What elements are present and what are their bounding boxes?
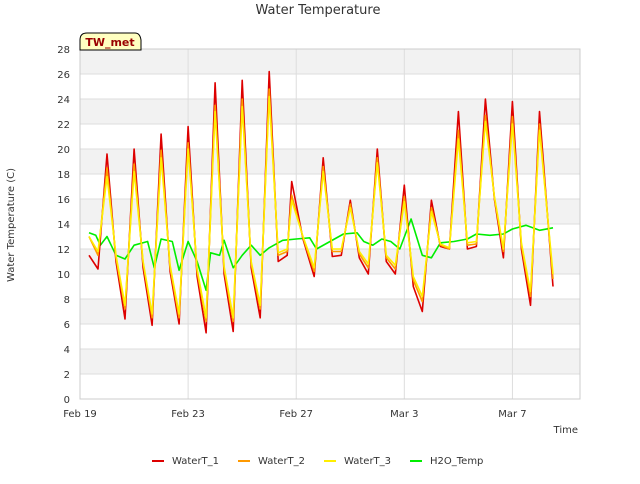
y-tick-label: 8 [64, 295, 70, 306]
plot-band [80, 149, 580, 174]
y-tick-label: 24 [57, 95, 70, 106]
y-tick-label: 18 [57, 170, 70, 181]
series-lines [88, 70, 554, 334]
plot-band [80, 274, 580, 299]
x-tick-label: Mar 7 [498, 409, 526, 420]
plot-frame [79, 48, 581, 400]
x-axis-label: Time [553, 425, 578, 436]
plot-band [80, 299, 580, 324]
x-tick-label: Feb 27 [279, 409, 313, 420]
x-tick-label: Feb 23 [171, 409, 205, 420]
y-tick-label: 28 [57, 45, 70, 56]
series-line-h2o-temp [88, 218, 554, 292]
plot-band [80, 174, 580, 199]
legend-label: H2O_Temp [430, 456, 483, 467]
plot-band [80, 124, 580, 149]
y-tick-label: 2 [64, 370, 70, 381]
legend-label: WaterT_1 [172, 456, 219, 467]
plot-band [80, 349, 580, 374]
y-tick-label: 22 [57, 120, 70, 131]
plot-band [80, 249, 580, 274]
series-line-watert-3 [88, 95, 554, 319]
y-tick-label: 6 [64, 320, 70, 331]
legend-label: WaterT_3 [344, 456, 391, 467]
x-tick-label: Mar 3 [390, 409, 418, 420]
plot-band [80, 74, 580, 99]
y-tick-label: 26 [57, 70, 70, 81]
plot-band [80, 49, 580, 74]
legend-label: WaterT_2 [258, 456, 305, 467]
y-axis-label: Water Temperature (C) [6, 168, 17, 282]
y-tick-label: 10 [57, 270, 70, 281]
x-tick-label: Feb 19 [63, 409, 97, 420]
plot-band [80, 374, 580, 399]
plot-band [80, 324, 580, 349]
chart-title: Water Temperature [256, 3, 381, 18]
legend: WaterT_1 WaterT_2 WaterT_3 H2O_Temp [152, 456, 483, 467]
y-tick-label: 4 [64, 345, 70, 356]
y-tick-label: 12 [57, 245, 70, 256]
plot-band [80, 99, 580, 124]
y-tick-label: 14 [57, 220, 70, 231]
y-tick-label: 0 [64, 395, 70, 406]
site-label-badge: TW_met [79, 32, 142, 51]
y-tick-label: 20 [57, 145, 70, 156]
x-axis-ticks: Feb 19 Feb 23 Feb 27 Mar 3 Mar 7 [63, 409, 526, 420]
site-label: TW_met [85, 36, 134, 49]
y-tick-label: 16 [57, 195, 70, 206]
